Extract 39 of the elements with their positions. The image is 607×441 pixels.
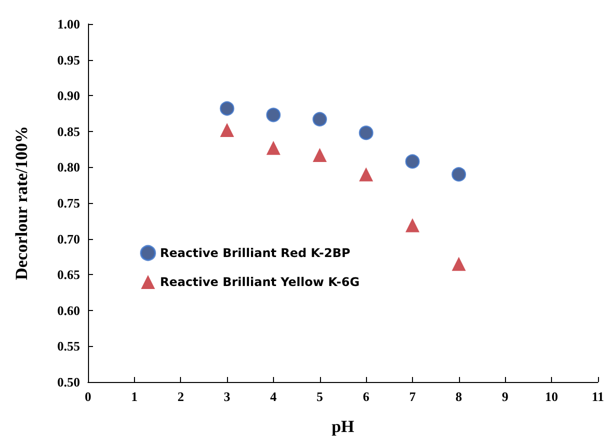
- x-tick-label: 1: [131, 389, 138, 404]
- x-tick-label: 8: [456, 389, 463, 404]
- point: [452, 167, 466, 182]
- y-tick-label: 0.50: [57, 374, 80, 390]
- point: [405, 218, 420, 232]
- point: [266, 108, 281, 122]
- point: [312, 148, 327, 162]
- y-tick-label: 0.85: [57, 124, 80, 139]
- x-tick-label: 4: [270, 389, 278, 404]
- x-tick-label: 5: [316, 389, 324, 404]
- point: [358, 126, 374, 140]
- point: [359, 167, 374, 182]
- point: [405, 154, 420, 169]
- point: [220, 101, 234, 116]
- x-tick-label: 6: [362, 389, 370, 404]
- legend-label: Reactive Brilliant Red K-2BP: [160, 246, 351, 260]
- x-tick-label: 11: [592, 389, 604, 404]
- legend-label: Reactive Brilliant Yellow K-6G: [160, 275, 360, 289]
- y-axis-title: Decorlour rate/100%: [12, 126, 31, 280]
- point: [452, 256, 466, 271]
- x-tick-label: 3: [224, 389, 231, 404]
- y-tick-label: 0.90: [57, 88, 80, 104]
- x-tick-label: 0: [84, 389, 92, 404]
- y-tick-label: 0.70: [57, 231, 80, 246]
- x-axis-title: pH: [332, 417, 354, 436]
- y-tick-label: 0.80: [57, 160, 80, 175]
- point: [220, 122, 234, 137]
- point: [312, 112, 328, 126]
- y-tick-label: 0.65: [57, 267, 80, 282]
- x-tick-label: 2: [177, 389, 184, 404]
- x-tick-label: 10: [545, 389, 558, 404]
- y-tick-label: 0.95: [57, 52, 80, 68]
- y-tick-label: 0.60: [57, 302, 80, 318]
- x-tick-label: 7: [409, 389, 416, 404]
- x-tick-label: 9: [502, 389, 509, 404]
- point: [266, 140, 280, 155]
- y-tick-label: 1.00: [57, 16, 80, 32]
- y-tick-label: 0.55: [57, 338, 80, 354]
- y-tick-label: 0.75: [57, 196, 80, 210]
